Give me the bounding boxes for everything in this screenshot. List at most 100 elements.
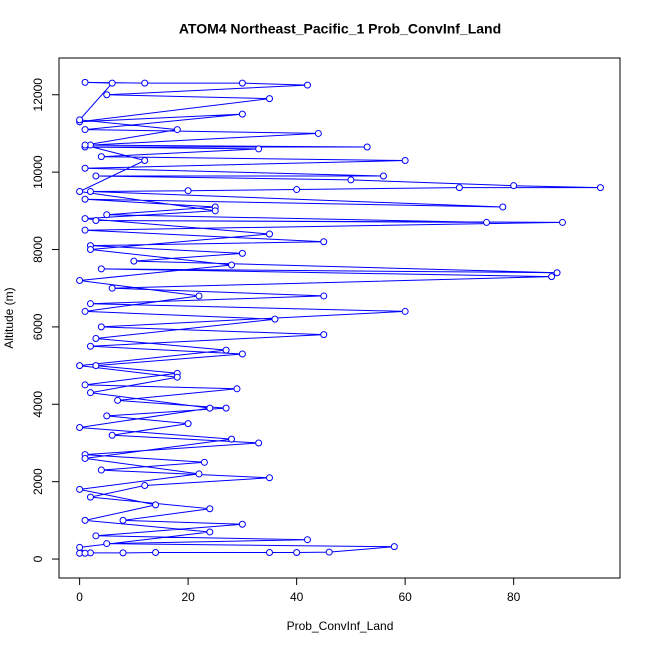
- data-point: [103, 211, 111, 219]
- data-point: [92, 172, 100, 180]
- x-tick-label: 40: [290, 590, 304, 604]
- data-point: [81, 195, 89, 203]
- data-point: [303, 536, 311, 544]
- data-point: [81, 381, 89, 389]
- data-point: [499, 203, 507, 211]
- data-point: [222, 404, 230, 412]
- data-point: [97, 265, 105, 273]
- chart-title: ATOM4 Northeast_Pacific_1 Prob_ConvInf_L…: [179, 21, 501, 37]
- data-point: [222, 346, 230, 354]
- data-point: [97, 323, 105, 331]
- data-point: [76, 362, 84, 370]
- data-point: [92, 335, 100, 343]
- data-point: [173, 126, 181, 134]
- data-point: [173, 373, 181, 381]
- data-point: [184, 187, 192, 195]
- y-tick-label: 8000: [31, 236, 45, 263]
- y-tick-label: 0: [31, 555, 45, 562]
- data-point: [81, 226, 89, 234]
- data-point: [228, 435, 236, 443]
- data-point: [293, 548, 301, 556]
- data-point: [228, 261, 236, 269]
- data-point: [238, 79, 246, 87]
- data-point: [119, 549, 127, 557]
- data-point: [108, 431, 116, 439]
- data-point: [200, 458, 208, 466]
- x-axis-label: Prob_ConvInf_Land: [287, 619, 394, 633]
- data-point: [266, 474, 274, 482]
- data-point: [363, 143, 371, 151]
- data-point: [195, 292, 203, 300]
- data-point: [76, 543, 84, 551]
- data-point: [86, 300, 94, 308]
- data-point: [76, 423, 84, 431]
- data-point: [510, 182, 518, 190]
- data-point: [390, 543, 398, 551]
- data-point: [86, 493, 94, 501]
- data-point: [266, 95, 274, 103]
- data-point: [81, 549, 89, 557]
- data-point: [152, 548, 160, 556]
- data-point: [206, 404, 214, 412]
- y-tick-label: 10000: [31, 155, 45, 189]
- data-point: [92, 217, 100, 224]
- data-point: [238, 520, 246, 528]
- data-line: [77, 81, 601, 554]
- data-point: [238, 110, 246, 118]
- data-point: [81, 164, 89, 172]
- data-point: [86, 342, 94, 350]
- data-point: [255, 145, 263, 153]
- data-point: [119, 516, 127, 524]
- data-point: [303, 81, 311, 89]
- data-point: [206, 505, 214, 513]
- data-point: [81, 78, 89, 86]
- plot-box: [58, 57, 621, 579]
- data-point: [238, 350, 246, 358]
- data-point: [81, 307, 89, 315]
- data-point: [92, 532, 100, 540]
- data-point: [266, 230, 274, 238]
- data-point: [401, 307, 409, 315]
- data-point: [86, 246, 94, 254]
- data-point: [195, 470, 203, 478]
- data-point: [293, 186, 301, 194]
- data-point: [141, 157, 149, 165]
- data-point: [211, 207, 219, 215]
- data-point: [271, 315, 279, 323]
- x-tick-label: 80: [507, 590, 521, 604]
- y-tick-label: 6000: [31, 313, 45, 340]
- x-tick-label: 60: [398, 590, 412, 604]
- data-point: [81, 215, 89, 223]
- y-tick-label: 4000: [31, 391, 45, 418]
- data-point: [81, 126, 89, 134]
- data-point: [103, 91, 111, 99]
- data-point: [347, 176, 355, 184]
- data-point: [108, 284, 116, 292]
- data-point: [483, 218, 491, 226]
- data-point: [596, 184, 604, 192]
- data-point: [92, 362, 100, 370]
- data-point: [320, 331, 328, 339]
- data-point: [97, 153, 105, 161]
- data-point: [152, 501, 160, 509]
- data-point: [86, 187, 94, 195]
- data-point: [255, 439, 263, 447]
- data-point: [314, 129, 322, 137]
- y-tick-label: 12000: [31, 78, 45, 112]
- data-point: [548, 273, 556, 281]
- data-point: [97, 466, 105, 474]
- data-point: [553, 269, 561, 277]
- data-point: [401, 157, 409, 165]
- data-point: [81, 516, 89, 524]
- data-point: [76, 116, 84, 124]
- data-point: [320, 238, 328, 246]
- data-point: [114, 396, 122, 404]
- data-point: [76, 187, 84, 195]
- data-point: [108, 79, 116, 87]
- data-point: [455, 184, 463, 192]
- data-point: [206, 528, 214, 536]
- data-point: [141, 482, 149, 490]
- data-point: [320, 292, 328, 300]
- data-point: [266, 548, 274, 556]
